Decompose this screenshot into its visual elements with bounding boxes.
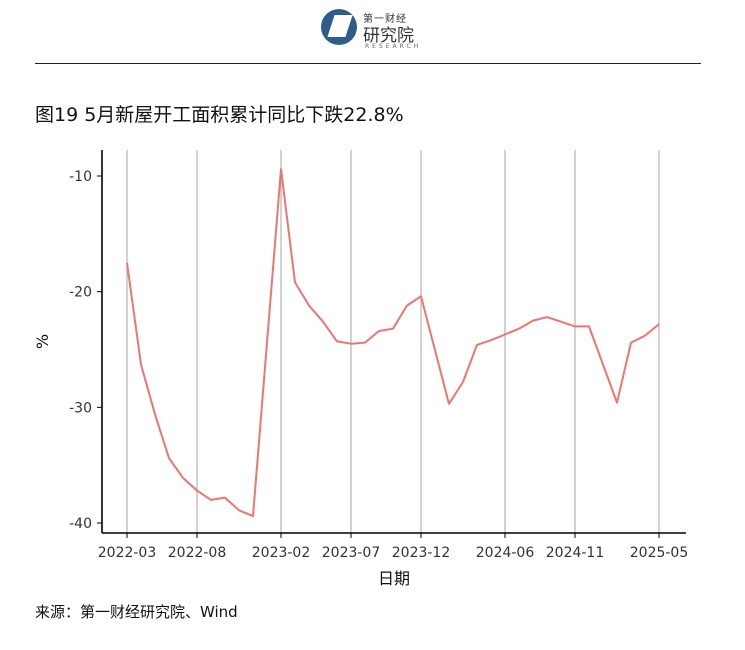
x-tick-label: 2023-07 — [322, 545, 381, 561]
header-divider — [35, 63, 701, 64]
research-institute-logo: 第一财经 研究院 RESEARCH — [321, 7, 431, 51]
logo-text-research: RESEARCH — [365, 43, 422, 50]
report-header: 第一财经 研究院 RESEARCH — [0, 0, 745, 64]
y-tick-labels: -10 -20 -30 -40 — [69, 169, 92, 532]
series-layer — [126, 168, 660, 518]
source-note: 来源：第一财经研究院、Wind — [35, 603, 238, 621]
y-tick-label: -10 — [69, 169, 92, 185]
logo-text-main: 研究院 — [363, 26, 414, 46]
logo-text-top: 第一财经 — [363, 14, 407, 25]
y-tick-label: -30 — [69, 400, 92, 416]
x-tick-label: 2023-12 — [392, 545, 451, 561]
series-line-0 — [126, 168, 660, 518]
y-tick-label: -40 — [69, 516, 92, 532]
y-tick-label: -20 — [69, 285, 92, 301]
axes — [97, 150, 686, 538]
y-axis-label: % — [33, 334, 52, 349]
x-tick-label: 2025-05 — [630, 545, 689, 561]
x-tick-labels: 2022-03 2022-08 2023-02 2023-07 2023-12 2024-… — [98, 545, 689, 561]
x-tick-label: 2024-11 — [546, 545, 605, 561]
chart-title: 图19 5月新屋开工面积累计同比下跌22.8% — [35, 104, 404, 126]
x-axis-label: 日期 — [378, 569, 410, 588]
logo-mark-icon — [321, 9, 357, 45]
grid-lines — [126, 150, 660, 533]
x-tick-label: 2023-02 — [252, 545, 311, 561]
x-tick-label: 2024-06 — [476, 545, 535, 561]
x-tick-label: 2022-03 — [98, 545, 157, 561]
x-tick-label: 2022-08 — [168, 545, 227, 561]
